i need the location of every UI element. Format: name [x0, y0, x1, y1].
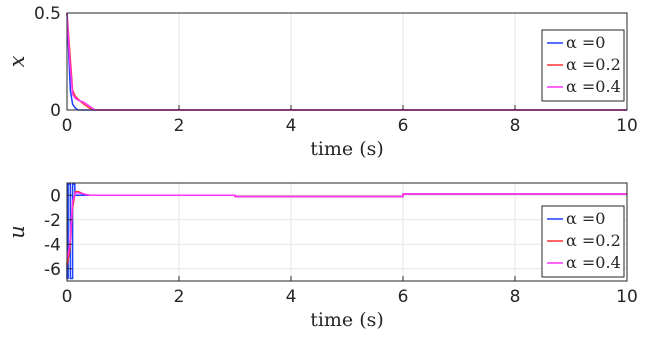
bottom-legend-label-1: α =0.2	[566, 231, 621, 250]
bottom-y-ticks: -6 -4 -2 0	[44, 186, 72, 280]
top-subplot: 0 2 4 6 8 10 00.5 time (s) x α =0α =0.2α =0.4	[5, 4, 638, 160]
bottom-y-axis-label: u	[5, 225, 29, 239]
top-y-tick-label-1: 0.5	[34, 4, 61, 24]
top-x-tick-label-5: 10	[616, 116, 638, 136]
top-legend-label-1: α =0.2	[566, 55, 621, 74]
bottom-legend-label-2: α =0.4	[566, 253, 621, 272]
top-legend-label-0: α =0	[566, 33, 605, 52]
bottom-x-tick-label-1: 2	[174, 287, 185, 307]
bottom-x-ticks: 0 2 4 6 8 10	[62, 276, 638, 307]
top-x-axis-label: time (s)	[310, 138, 384, 160]
bottom-x-tick-label-3: 6	[398, 287, 409, 307]
top-x-tick-label-0: 0	[62, 116, 73, 136]
top-x-tick-label-4: 8	[510, 116, 521, 136]
top-x-tick-label-2: 4	[286, 116, 297, 136]
top-x-ticks: 0 2 4 6 8 10	[62, 105, 638, 136]
bottom-series-line-2	[66, 192, 627, 261]
bottom-subplot: 0 2 4 6 8 10 -6-4-20 time (s) u α =0α =0.2α =…	[5, 182, 638, 331]
bottom-y-tick-label-2: -2	[44, 211, 61, 231]
bottom-y-tick-label-0: -6	[44, 260, 61, 280]
bottom-y-tick-label-3: 0	[50, 186, 61, 206]
top-x-tick-label-1: 2	[174, 116, 185, 136]
bottom-axes-frame	[66, 182, 628, 282]
top-legend-label-2: α =0.4	[566, 77, 621, 96]
bottom-x-tick-label-4: 8	[510, 287, 521, 307]
top-series-line-2	[66, 12, 627, 111]
top-y-axis-label: x	[5, 55, 29, 67]
top-y-tick-label-0: 0	[50, 101, 61, 121]
bottom-x-tick-label-2: 4	[286, 287, 297, 307]
bottom-y-tick-label-1: -4	[44, 235, 61, 255]
bottom-legend: α =0 α =0.2 α =0.4	[541, 205, 625, 278]
bottom-x-tick-label-0: 0	[62, 287, 73, 307]
bottom-x-axis-label: time (s)	[310, 309, 384, 331]
top-x-tick-label-3: 6	[398, 116, 409, 136]
bottom-series-group	[66, 183, 627, 280]
top-y-ticks: 00.5	[34, 4, 72, 121]
bottom-legend-label-0: α =0	[566, 209, 605, 228]
top-axes-frame	[66, 12, 628, 111]
top-legend: α =0 α =0.2 α =0.4	[541, 29, 625, 102]
bottom-x-tick-label-5: 10	[616, 287, 638, 307]
